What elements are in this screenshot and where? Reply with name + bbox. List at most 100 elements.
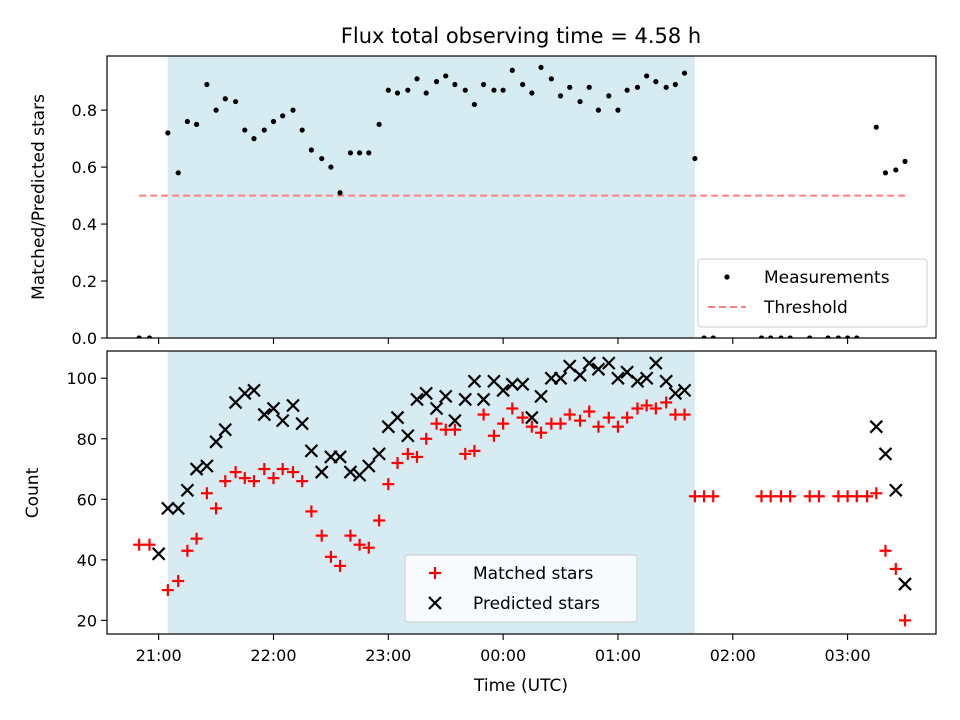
predicted-star-marker	[448, 413, 462, 428]
matched-star-marker	[391, 456, 404, 469]
predicted-star-marker	[889, 483, 903, 498]
x-stroke-b	[878, 447, 893, 461]
bottom-legend: Matched stars Predicted stars	[404, 554, 638, 623]
measurement-point	[844, 335, 851, 338]
matched-star-marker	[200, 487, 213, 500]
matched-star-marker	[238, 472, 251, 485]
measurement-point	[710, 335, 716, 338]
predicted-star-marker	[591, 362, 606, 376]
x-stroke-b	[218, 422, 233, 437]
y-tick-label: 60	[77, 490, 97, 509]
matched-star-marker	[448, 423, 461, 436]
matched-star-marker	[764, 490, 777, 503]
matched-star-marker	[889, 562, 902, 575]
measurement-point	[394, 90, 401, 96]
matched-star-marker	[382, 478, 395, 491]
measurement-point	[663, 84, 669, 90]
measurement-point	[270, 118, 277, 125]
legend-label-measurements: Measurements	[764, 268, 890, 288]
y-tick-label: 80	[77, 430, 97, 449]
measurement-point	[423, 90, 429, 96]
x-stroke-b	[304, 444, 319, 458]
matched-star-marker	[563, 408, 576, 421]
x-stroke-b	[534, 389, 548, 404]
measurement-point	[615, 107, 621, 113]
predicted-star-marker	[668, 386, 683, 401]
x-stroke-b	[496, 383, 510, 398]
measurement-point	[807, 335, 813, 338]
predicted-star-marker	[390, 410, 405, 425]
x-stroke-b	[562, 359, 577, 373]
measurement-point	[481, 81, 487, 88]
x-stroke-b	[362, 459, 376, 473]
x-tick-label: 22:00	[250, 646, 296, 665]
y-tick-label: 40	[77, 551, 97, 570]
x-stroke-b	[573, 368, 587, 382]
x-stroke-b	[591, 362, 606, 376]
predicted-star-marker	[573, 368, 587, 382]
matched-star-marker	[602, 411, 615, 424]
matched-star-marker	[296, 475, 309, 488]
x-stroke-b	[677, 383, 692, 398]
x-stroke-b	[275, 413, 290, 428]
measurement-point	[586, 84, 592, 90]
predicted-star-marker	[362, 459, 376, 473]
predicted-star-marker	[689, 675, 701, 687]
x-stroke-b	[458, 392, 473, 407]
legend-marker-matched	[429, 567, 441, 579]
predicted-star-marker	[180, 483, 195, 498]
measurement-point	[787, 335, 793, 338]
measurement-point	[653, 79, 659, 85]
predicted-star-marker	[525, 410, 539, 425]
legend-marker-measurements	[724, 274, 730, 280]
y-tick-label: 20	[77, 611, 97, 630]
measurement-point	[606, 93, 612, 99]
predicted-star-marker	[286, 398, 300, 413]
predicted-star-marker	[419, 386, 433, 401]
predicted-star-marker	[878, 447, 893, 461]
predicted-star-marker	[429, 401, 444, 416]
matched-star-marker	[850, 490, 863, 503]
x-stroke-b	[659, 374, 673, 389]
matched-star-marker	[210, 502, 223, 515]
x-stroke-b	[151, 547, 166, 561]
predicted-star-marker	[161, 501, 175, 516]
matched-star-marker	[334, 559, 347, 572]
x-stroke-b	[314, 465, 329, 479]
legend-label-matched: Matched stars	[473, 564, 593, 584]
matched-star-marker	[678, 408, 691, 421]
matched-star-marker	[161, 584, 174, 597]
measurement-point	[385, 87, 391, 93]
x-stroke-b	[601, 356, 616, 370]
measurement-point	[873, 124, 879, 130]
matched-star-marker	[861, 490, 874, 503]
matched-star-marker	[401, 447, 414, 460]
measurement-point	[405, 87, 411, 93]
measurement-point	[768, 335, 774, 338]
y-tick-label: 0.2	[72, 272, 97, 291]
matched-star-marker	[219, 475, 232, 488]
x-stroke-b	[189, 462, 204, 476]
x-tick-label: 01:00	[595, 646, 641, 665]
bottom-x-axis: 21:00 22:00 23:00 00:00 01:00 02:00 03:00	[136, 634, 871, 665]
predicted-star-marker	[295, 416, 309, 431]
measurement-point	[136, 335, 142, 338]
x-stroke-b	[372, 447, 386, 461]
measurement-point	[376, 121, 382, 127]
legend-marker-predicted	[428, 596, 442, 610]
top-y-axis-label: Matched/Predicted stars	[29, 94, 49, 300]
predicted-star-marker	[649, 356, 663, 370]
y-tick-label: 100	[66, 369, 97, 388]
x-stroke-b	[649, 356, 663, 370]
measurement-point	[165, 130, 171, 136]
matched-star-marker	[287, 466, 300, 479]
matched-star-marker	[344, 529, 357, 542]
predicted-star-marker	[534, 389, 548, 404]
predicted-star-marker	[200, 459, 214, 473]
x-stroke-b	[487, 374, 501, 389]
matched-star-marker	[611, 420, 624, 433]
predicted-star-marker	[171, 501, 185, 516]
x-tick-label: 02:00	[710, 646, 756, 665]
measurement-point	[414, 76, 420, 82]
measurement-point	[567, 84, 573, 90]
